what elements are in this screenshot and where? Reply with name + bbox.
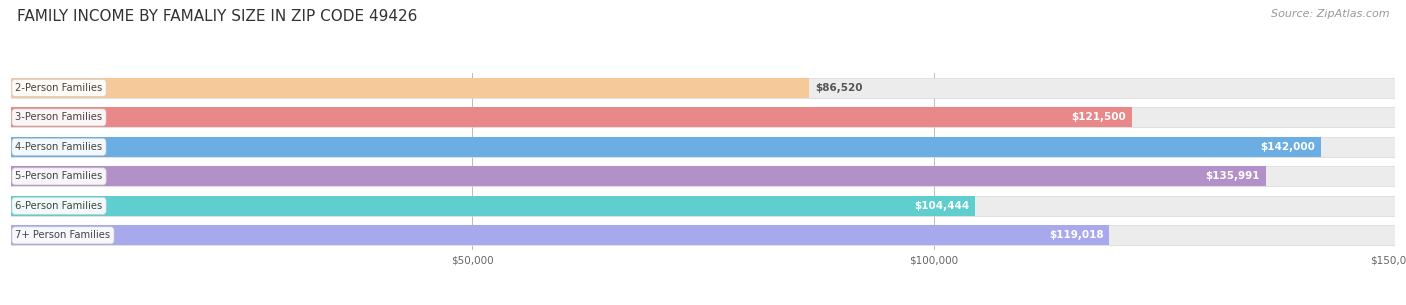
Bar [11,166,1265,186]
Text: 5-Person Families: 5-Person Families [15,171,103,181]
Bar [11,166,1395,186]
Text: 2-Person Families: 2-Person Families [15,83,103,93]
Text: 6-Person Families: 6-Person Families [15,201,103,211]
Bar [11,107,1395,127]
Bar [11,196,1395,216]
Text: Source: ZipAtlas.com: Source: ZipAtlas.com [1271,9,1389,19]
Bar [11,225,1395,246]
Text: 7+ Person Families: 7+ Person Families [15,230,111,240]
Text: $121,500: $121,500 [1071,113,1126,122]
Bar [11,137,1395,157]
Text: $119,018: $119,018 [1049,230,1104,240]
Bar [11,78,1395,98]
Text: $86,520: $86,520 [815,83,862,93]
Text: $142,000: $142,000 [1261,142,1316,152]
Text: FAMILY INCOME BY FAMALIY SIZE IN ZIP CODE 49426: FAMILY INCOME BY FAMALIY SIZE IN ZIP COD… [17,9,418,24]
Bar [11,137,1322,157]
Bar [11,78,810,98]
Bar [11,225,1109,246]
Text: $135,991: $135,991 [1205,171,1260,181]
Text: 3-Person Families: 3-Person Families [15,113,103,122]
Text: 4-Person Families: 4-Person Families [15,142,103,152]
Bar [11,107,1132,127]
Text: $104,444: $104,444 [914,201,969,211]
Bar [11,196,974,216]
